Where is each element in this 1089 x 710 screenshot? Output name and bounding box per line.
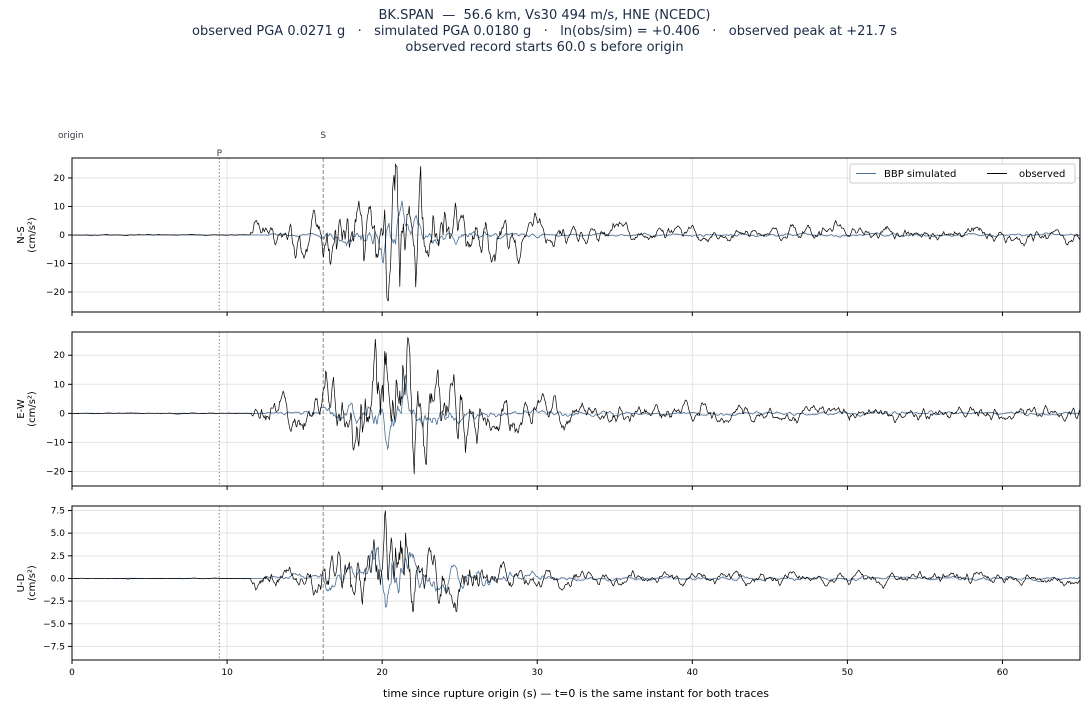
y-tick-label: 10	[54, 380, 66, 390]
y-tick-label: 10	[54, 202, 66, 212]
panel-frame	[71, 505, 1081, 661]
series-observed-n-s	[72, 163, 1080, 302]
series-simulated-e-w	[72, 374, 1080, 451]
legend: BBP simulated observed	[849, 163, 1076, 184]
y-axis-label-u-d: U-D(cm/s²)	[16, 565, 38, 601]
x-tick-label: 60	[997, 668, 1009, 678]
x-tick-label: 30	[532, 668, 544, 678]
y-tick-label: 5.0	[51, 529, 66, 539]
chart-title-line-3: observed record starts 60.0 s before ori…	[405, 40, 684, 55]
phase-label-s: S	[320, 131, 326, 141]
series-observed-e-w	[72, 336, 1080, 475]
y-tick-label: −20	[46, 467, 65, 477]
legend-label-observed: observed	[1019, 169, 1065, 180]
legend-box	[849, 163, 1076, 184]
y-tick-label: 20	[54, 174, 66, 184]
chart-title-line-1: BK.SPAN — 56.6 km, Vs30 494 m/s, HNE (NC…	[378, 8, 711, 23]
panel-e-w: −20 −10 0 10 20 E-W(cm/s²)	[16, 331, 1081, 490]
y-tick-label: 2.5	[51, 552, 65, 562]
chart-title-line-2: observed PGA 0.0271 g · simulated PGA 0.…	[191, 24, 898, 39]
y-tick-label: −20	[46, 288, 65, 298]
panel-frame	[71, 331, 1081, 487]
y-tick-label: 7.5	[51, 507, 65, 517]
panel-u-d: −7.5 −5.0 −2.5 0.0 2.5 5.0 7.5 0 10 20 30 40 50 60 U-D…	[16, 505, 1081, 678]
x-tick-label: 50	[842, 668, 854, 678]
y-axis-label-e-w: E-W(cm/s²)	[16, 391, 38, 427]
y-tick-label: −5.0	[43, 620, 65, 630]
x-tick-label: 0	[69, 668, 75, 678]
y-axis-label-n-s: N-S(cm/s²)	[16, 217, 38, 253]
panel-n-s: −20 −10 0 10 20 N-S(cm/s²) BBP simulated observ…	[16, 157, 1081, 316]
y-tick-label: 20	[54, 351, 66, 361]
y-tick-label: −2.5	[43, 597, 65, 607]
phase-label-p: P	[217, 149, 223, 159]
x-tick-label: 40	[687, 668, 699, 678]
y-tick-label: 0.0	[51, 574, 66, 584]
x-tick-label: 20	[376, 668, 388, 678]
series-observed-u-d	[72, 510, 1080, 613]
y-tick-label: −10	[46, 260, 65, 270]
y-tick-label: 0	[59, 409, 65, 419]
x-tick-label: 10	[221, 668, 233, 678]
x-axis-label: time since rupture origin (s) — t=0 is t…	[383, 687, 769, 700]
y-tick-label: −10	[46, 438, 65, 448]
legend-label-simulated: BBP simulated	[884, 169, 956, 180]
y-tick-label: −7.5	[43, 642, 65, 652]
y-tick-label: 0	[59, 231, 65, 241]
phase-label-origin: origin	[58, 131, 84, 141]
